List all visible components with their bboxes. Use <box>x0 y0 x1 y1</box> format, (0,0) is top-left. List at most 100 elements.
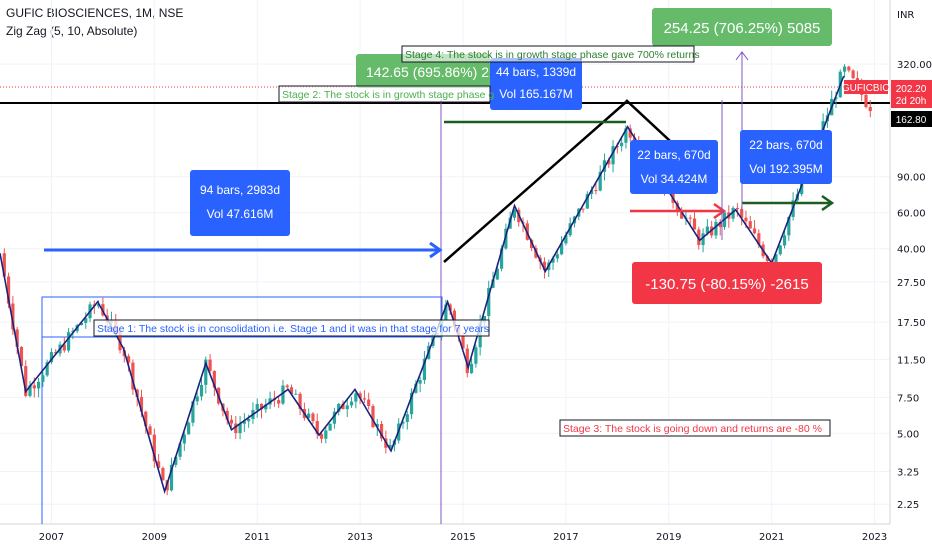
candle-body <box>332 411 336 424</box>
candle-body <box>401 421 405 424</box>
y-tick-label: 40.00 <box>897 245 926 256</box>
info-box-3[interactable]: 22 bars, 670d Vol 34.424M <box>630 140 718 194</box>
info-box-4[interactable]: 22 bars, 670d Vol 192.395M <box>740 130 832 184</box>
candle-body <box>611 146 615 165</box>
annotation-stage2[interactable]: Stage 2: The stock is in growth stage ph… <box>278 85 494 103</box>
svg-text:22 bars, 670d: 22 bars, 670d <box>749 138 822 152</box>
candle-body <box>778 245 782 255</box>
candle-body <box>594 190 598 192</box>
candle-body <box>847 66 851 71</box>
y-tick-label: 2.25 <box>897 500 919 511</box>
annotation-stage1[interactable]: Stage 1: The stock is in consolidation i… <box>93 319 490 337</box>
candle-body <box>551 258 555 263</box>
candle-body <box>379 423 384 439</box>
indicator-label[interactable]: Zig Zag (5, 10, Absolute) <box>6 24 138 38</box>
trend-arrow-up[interactable] <box>443 101 627 263</box>
x-tick-label: 2009 <box>142 532 167 543</box>
candle-body <box>28 385 32 396</box>
candle-body <box>294 393 298 395</box>
candle-body <box>204 359 208 385</box>
annotation-stage4[interactable]: Stage 4: The stock is in growth stage ph… <box>401 45 700 63</box>
candle-body <box>208 359 212 372</box>
candle-body <box>499 248 504 269</box>
svg-text:202.20: 202.20 <box>896 84 927 95</box>
candle-body <box>19 346 24 367</box>
candle-body <box>225 410 229 420</box>
candle-body <box>624 128 628 143</box>
change-label-stage3[interactable]: -130.75 (-80.15%) -2615 <box>632 262 822 304</box>
candle-body <box>15 329 19 347</box>
time-axis[interactable]: 2007 2009 2011 2013 2015 2017 2019 2021 2023 <box>39 532 888 543</box>
x-tick-label: 2017 <box>553 532 578 543</box>
candle-body <box>371 405 375 428</box>
candle-body <box>555 254 559 259</box>
candle-body <box>277 400 281 404</box>
candle-body <box>187 422 191 435</box>
candle-body <box>32 385 36 389</box>
annotation-stage3[interactable]: Stage 3: The stock is going down and ret… <box>559 419 831 437</box>
svg-text:94 bars, 2983d: 94 bars, 2983d <box>200 183 280 197</box>
range-arrow-head <box>429 241 443 259</box>
svg-text:Vol 192.395M: Vol 192.395M <box>749 162 822 176</box>
candle-body <box>298 393 302 409</box>
candle-body <box>354 393 358 402</box>
currency-label: INR <box>897 10 914 21</box>
candle-body <box>757 233 761 245</box>
info-box-1[interactable]: 94 bars, 2983d Vol 47.616M <box>190 170 290 236</box>
candle-body <box>590 190 594 195</box>
candle-body <box>36 381 41 389</box>
x-tick-label: 2021 <box>759 532 784 543</box>
svg-text:Stage 4: The stock is in growt: Stage 4: The stock is in growth stage ph… <box>405 49 700 61</box>
candle-body <box>118 330 122 351</box>
candle-body <box>842 66 847 72</box>
candle-body <box>148 426 152 435</box>
candle-body <box>615 146 619 148</box>
candle-body <box>238 423 242 434</box>
candle-body <box>452 310 457 327</box>
y-tick-label: 27.50 <box>897 278 926 289</box>
candle-body <box>212 371 216 388</box>
svg-text:Stage 3: The stock is going do: Stage 3: The stock is going down and ret… <box>563 423 822 435</box>
candle-body <box>748 221 752 229</box>
svg-text:Stage 1: The stock is in conso: Stage 1: The stock is in consolidation i… <box>97 323 489 335</box>
svg-text:GUFICBIO: GUFICBIO <box>842 83 891 94</box>
candle-body <box>259 403 264 410</box>
candle-body <box>560 243 564 255</box>
svg-text:44 bars, 1339d: 44 bars, 1339d <box>496 65 576 79</box>
candle-body <box>54 352 58 354</box>
y-tick-label: 7.50 <box>897 393 919 404</box>
svg-text:162.80: 162.80 <box>896 115 927 126</box>
candle-body <box>705 226 709 234</box>
svg-text:Vol 34.424M: Vol 34.424M <box>641 172 708 186</box>
recovery-arrow-head <box>821 194 835 212</box>
candle-body <box>229 419 234 424</box>
candle-body <box>45 362 49 376</box>
candle-body <box>264 404 268 410</box>
y-tick-label: 320.00 <box>897 60 932 71</box>
candle-body <box>512 209 517 218</box>
candle-body <box>169 464 174 491</box>
candle-body <box>774 254 778 269</box>
candle-body <box>688 217 692 219</box>
candle-body <box>328 423 332 431</box>
candle-body <box>6 276 11 304</box>
change-label-stage4[interactable]: 254.25 (706.25%) 5085 <box>652 8 832 46</box>
x-tick-label: 2007 <box>39 532 64 543</box>
candle-body <box>581 208 585 210</box>
price-axis[interactable]: 320.00 90.00 60.00 40.00 27.50 17.50 11.50 7.50… <box>897 60 932 511</box>
candle-body <box>744 217 748 222</box>
candle-body <box>375 423 379 428</box>
candle-body <box>341 403 345 410</box>
candle-body <box>131 362 135 390</box>
y-tick-label: 5.00 <box>897 429 919 440</box>
candle-body <box>628 128 632 138</box>
candle-body <box>388 444 392 448</box>
price-tag-symbol: GUFICBIO <box>842 80 891 94</box>
candle-body <box>864 94 868 108</box>
candle-body <box>79 322 84 326</box>
candle-body <box>174 456 178 465</box>
x-tick-label: 2013 <box>347 532 372 543</box>
candle-body <box>345 405 349 410</box>
info-box-2[interactable]: 44 bars, 1339d Vol 165.167M <box>490 58 582 110</box>
